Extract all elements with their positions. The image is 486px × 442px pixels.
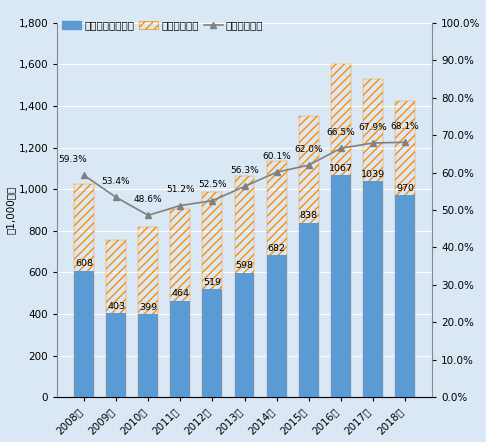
Bar: [138, 227, 158, 397]
Bar: [171, 209, 190, 397]
Text: 838: 838: [300, 211, 318, 221]
Text: 60.1%: 60.1%: [262, 152, 291, 161]
Legend: 自動車ローン利用, 国内販売全体, ローン利用率: 自動車ローン利用, 国内販売全体, ローン利用率: [62, 20, 263, 30]
Bar: [235, 176, 255, 397]
Bar: [363, 181, 383, 397]
Text: 66.5%: 66.5%: [327, 128, 355, 137]
Text: 52.5%: 52.5%: [198, 180, 227, 190]
Text: 48.6%: 48.6%: [134, 195, 162, 204]
Text: 59.3%: 59.3%: [58, 155, 87, 164]
Bar: [106, 240, 126, 397]
Text: 1039: 1039: [361, 170, 385, 179]
Bar: [299, 223, 319, 397]
Bar: [331, 175, 351, 397]
Text: 464: 464: [171, 289, 190, 298]
Text: 51.2%: 51.2%: [166, 185, 194, 194]
Text: 598: 598: [236, 261, 254, 271]
Bar: [138, 314, 158, 397]
Bar: [74, 271, 94, 397]
Y-axis label: （1,000台）: （1,000台）: [5, 186, 16, 234]
Text: 68.1%: 68.1%: [391, 122, 419, 131]
Bar: [267, 255, 287, 397]
Text: 519: 519: [204, 278, 222, 287]
Text: 67.9%: 67.9%: [359, 123, 387, 132]
Bar: [203, 290, 223, 397]
Bar: [363, 79, 383, 397]
Bar: [395, 101, 415, 397]
Text: 682: 682: [268, 244, 286, 253]
Bar: [203, 192, 223, 397]
Bar: [395, 195, 415, 397]
Bar: [267, 161, 287, 397]
Bar: [331, 64, 351, 397]
Text: 970: 970: [396, 184, 414, 193]
Text: 1067: 1067: [329, 164, 353, 173]
Text: 56.3%: 56.3%: [230, 166, 259, 175]
Text: 399: 399: [139, 303, 157, 312]
Bar: [171, 301, 190, 397]
Bar: [235, 273, 255, 397]
Text: 62.0%: 62.0%: [295, 145, 323, 154]
Bar: [106, 313, 126, 397]
Text: 608: 608: [75, 259, 93, 268]
Bar: [74, 184, 94, 397]
Text: 53.4%: 53.4%: [102, 177, 130, 186]
Text: 403: 403: [107, 302, 125, 311]
Bar: [299, 116, 319, 397]
